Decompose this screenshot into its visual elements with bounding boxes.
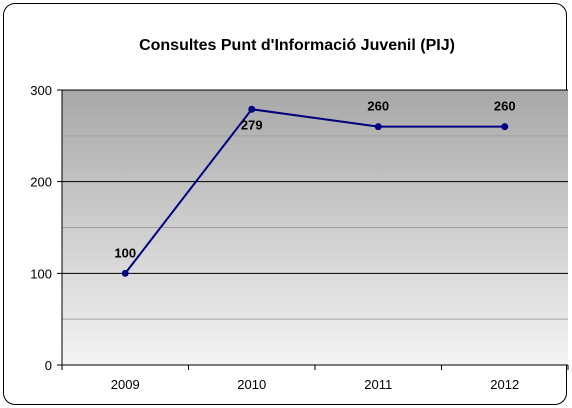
- data-point: [501, 123, 509, 131]
- data-point: [248, 105, 256, 113]
- data-point: [121, 269, 129, 277]
- y-tick-label: 200: [30, 175, 52, 190]
- chart-title: Consultes Punt d'Informació Juvenil (PIJ…: [139, 37, 455, 54]
- x-tick-label: 2012: [490, 377, 519, 392]
- data-label: 100: [114, 245, 136, 260]
- y-tick-label: 0: [45, 358, 52, 373]
- x-tick-label: 2011: [364, 377, 392, 392]
- y-tick-label: 300: [30, 83, 52, 98]
- y-tick-label: 100: [30, 266, 52, 281]
- data-label: 279: [241, 117, 263, 132]
- data-point: [374, 123, 382, 131]
- x-tick-label: 2009: [111, 377, 140, 392]
- series-line: [124, 108, 505, 274]
- data-label: 260: [494, 99, 516, 114]
- x-tick-label: 2010: [237, 377, 266, 392]
- data-label: 260: [367, 99, 389, 114]
